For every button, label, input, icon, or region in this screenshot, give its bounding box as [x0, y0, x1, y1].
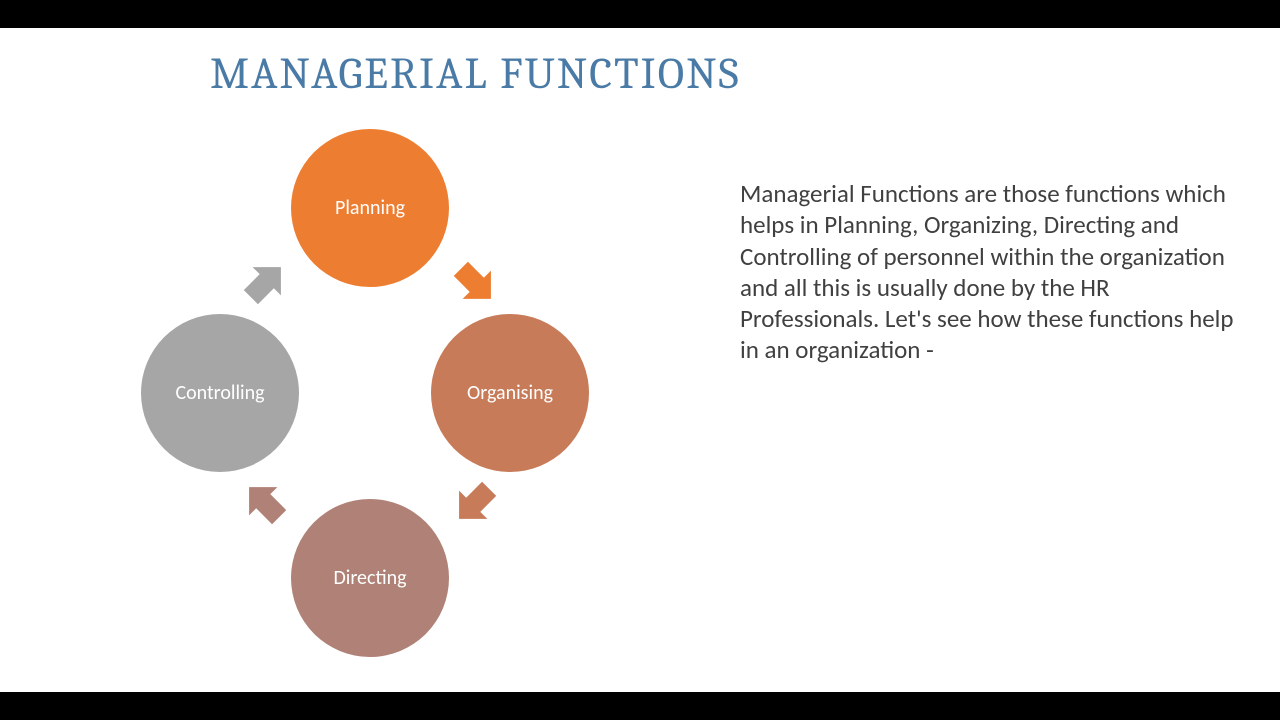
node-controlling: Controlling — [141, 314, 299, 472]
node-label-planning: Planning — [335, 196, 405, 220]
arrow-organising-to-directing — [450, 478, 500, 528]
body-text: Managerial Functions are those functions… — [740, 178, 1250, 366]
cycle-diagram: Planning Organising Directing Controlling — [80, 108, 640, 668]
letterbox-top — [0, 0, 1280, 28]
node-label-controlling: Controlling — [175, 381, 264, 405]
slide-title: MANAGERIAL FUNCTIONS — [210, 48, 741, 99]
node-planning: Planning — [291, 129, 449, 287]
arrow-directing-to-controlling — [240, 478, 290, 528]
node-organising: Organising — [431, 314, 589, 472]
node-label-organising: Organising — [467, 381, 553, 405]
node-label-directing: Directing — [333, 566, 406, 590]
letterbox-bottom — [0, 692, 1280, 720]
slide: MANAGERIAL FUNCTIONS Planning Organising D… — [0, 28, 1280, 692]
arrow-controlling-to-planning — [240, 258, 290, 308]
arrow-planning-to-organising — [450, 258, 500, 308]
node-directing: Directing — [291, 499, 449, 657]
